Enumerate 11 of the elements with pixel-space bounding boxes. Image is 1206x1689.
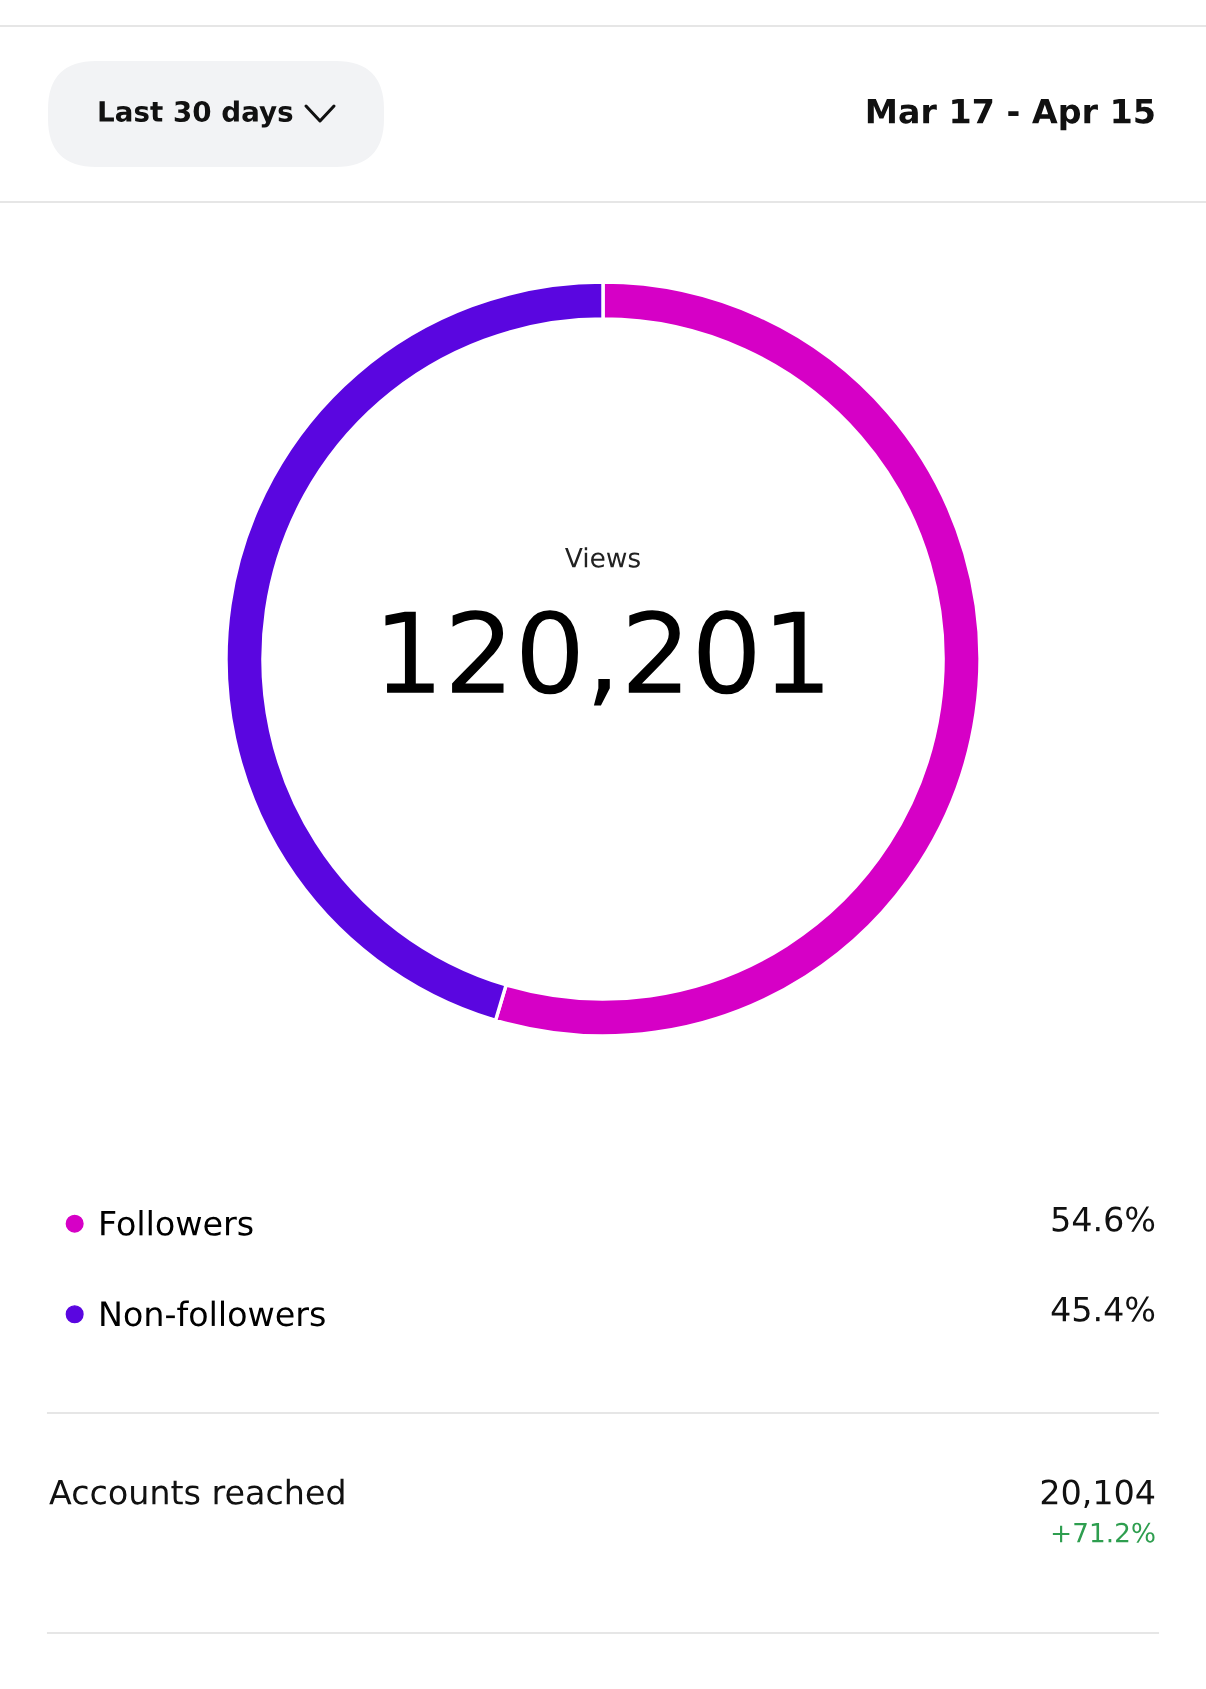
text: Views bbox=[565, 547, 640, 568]
data-label: 54.6% bbox=[1052, 1206, 1155, 1232]
text: 120,201 bbox=[385, 610, 823, 706]
text: Mar 17 - Apr 15 bbox=[867, 98, 1154, 131]
legend-label: Followers bbox=[101, 1210, 253, 1236]
text: Last 30 days bbox=[99, 100, 293, 128]
text: Accounts reached bbox=[49, 1478, 344, 1505]
text: +71.2% bbox=[1052, 1522, 1155, 1543]
data-label: 45.4% bbox=[1051, 1296, 1155, 1322]
legend-label: Non-followers bbox=[101, 1300, 325, 1327]
text: 20,104 bbox=[1041, 1479, 1155, 1509]
